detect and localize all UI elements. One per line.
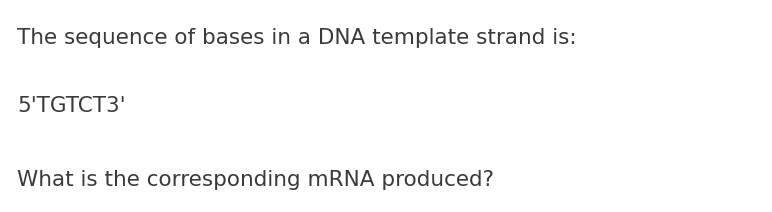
Text: The sequence of bases in a DNA template strand is:: The sequence of bases in a DNA template …: [17, 28, 577, 48]
Text: What is the corresponding mRNA produced?: What is the corresponding mRNA produced?: [17, 170, 494, 190]
Text: 5'TGTCT3': 5'TGTCT3': [17, 96, 126, 116]
